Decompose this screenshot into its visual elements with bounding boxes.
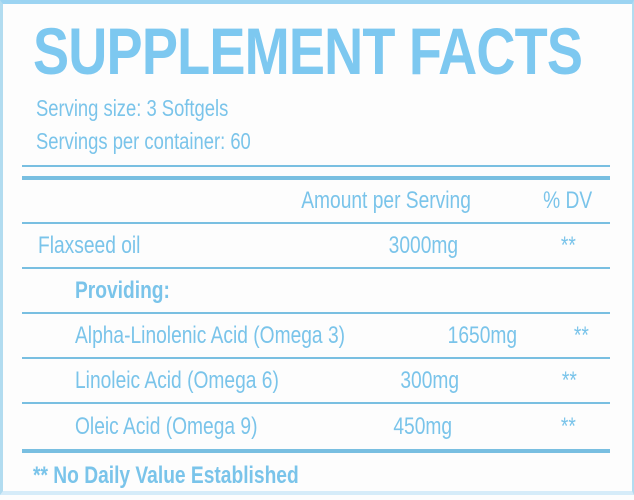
table-header-row: Amount per Serving % DV — [22, 180, 610, 222]
table-row: Linoleic Acid (Omega 6) 300mg ** — [22, 359, 610, 404]
table-row: Alpha-Linolenic Acid (Omega 3) 1650mg ** — [22, 314, 610, 359]
servings-per-container-line: Servings per container: 60 — [36, 128, 251, 154]
table-row: Oleic Acid (Omega 9) 450mg ** — [22, 404, 610, 449]
ingredient-dv: ** — [560, 231, 576, 259]
percent-dv-header: % DV — [543, 187, 593, 214]
table-row: Providing: — [22, 269, 610, 314]
ingredient-amount: 3000mg — [388, 231, 458, 259]
panel-title: SUPPLEMENT FACTS — [33, 14, 632, 88]
footnote: ** No Daily Value Established — [33, 462, 299, 489]
divider-thick-bottom — [22, 449, 610, 453]
ingredient-name: Linoleic Acid (Omega 6) — [75, 366, 279, 394]
ingredient-amount — [320, 277, 526, 305]
panel-title-text: SUPPLEMENT FACTS — [33, 14, 583, 88]
ingredient-dv: ** — [560, 412, 576, 440]
serving-size-line: Serving size: 3 Softgels — [36, 95, 229, 121]
divider-header — [22, 222, 610, 224]
ingredient-dv: ** — [561, 366, 577, 394]
ingredient-dv: ** — [573, 321, 589, 349]
ingredient-name: Flaxseed oil — [38, 231, 141, 259]
divider-thick-top — [22, 176, 610, 180]
ingredient-name: Alpha-Linolenic Acid (Omega 3) — [75, 321, 346, 349]
amount-per-serving-header: Amount per Serving — [301, 187, 471, 214]
ingredient-name: Oleic Acid (Omega 9) — [75, 412, 258, 440]
divider-thin-top — [22, 165, 610, 167]
ingredient-amount: 450mg — [393, 412, 453, 440]
ingredient-amount: 300mg — [399, 366, 459, 394]
table-row: Flaxseed oil 3000mg ** — [22, 224, 610, 269]
ingredient-amount: 1650mg — [447, 321, 518, 349]
ingredient-name: Providing: — [75, 276, 170, 304]
serving-info: Serving size: 3 Softgels Servings per co… — [36, 92, 632, 158]
table-rows: Flaxseed oil 3000mg ** Providing: Alpha-… — [3, 224, 632, 449]
ingredient-dv — [526, 277, 610, 305]
